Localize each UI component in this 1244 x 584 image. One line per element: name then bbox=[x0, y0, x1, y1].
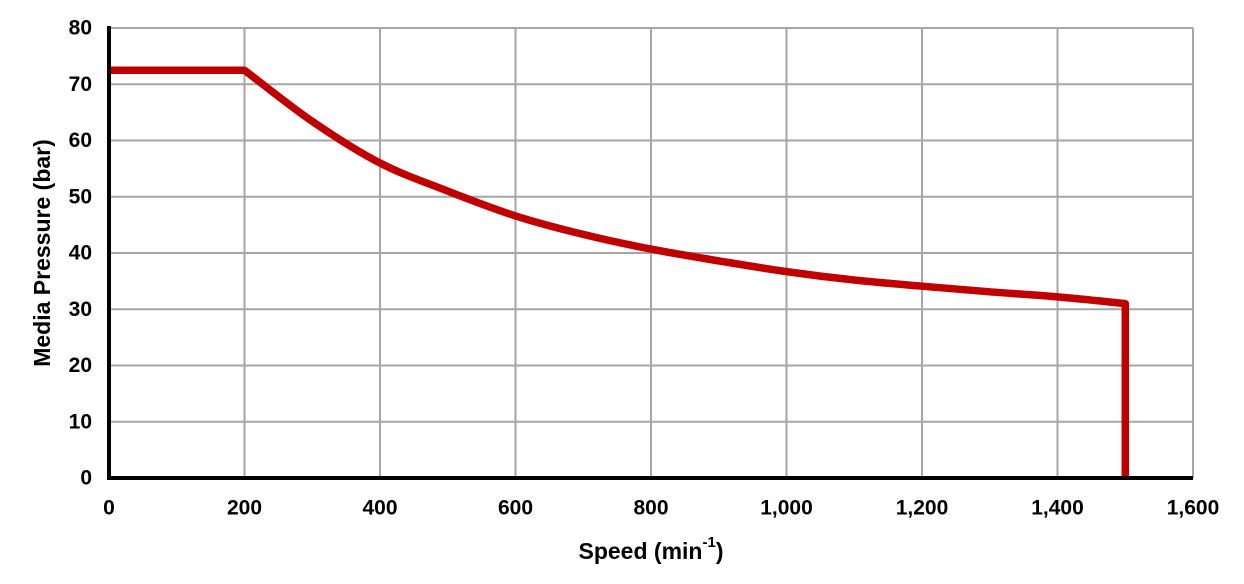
x-tick-label: 1,000 bbox=[760, 497, 813, 520]
y-tick-label: 80 bbox=[69, 17, 92, 40]
y-tick-label: 60 bbox=[69, 129, 92, 152]
y-tick-labels: 0 10 20 30 40 50 60 70 80 bbox=[69, 17, 92, 490]
x-axis-title: Speed (min-1) bbox=[579, 534, 724, 565]
y-tick-label: 0 bbox=[80, 467, 92, 490]
x-tick-label: 0 bbox=[103, 497, 115, 520]
y-tick-label: 30 bbox=[69, 298, 92, 321]
y-tick-label: 10 bbox=[69, 410, 92, 433]
x-tick-label: 1,600 bbox=[1167, 497, 1220, 520]
x-axis-title-suffix: ) bbox=[716, 538, 724, 564]
x-tick-label: 1,400 bbox=[1031, 497, 1084, 520]
y-tick-label: 20 bbox=[69, 354, 92, 377]
x-tick-label: 200 bbox=[227, 497, 262, 520]
x-axis-title-superscript: -1 bbox=[702, 534, 715, 551]
y-tick-label: 50 bbox=[69, 185, 92, 208]
x-tick-label: 800 bbox=[633, 497, 668, 520]
y-tick-label: 40 bbox=[69, 242, 92, 265]
x-tick-label: 600 bbox=[498, 497, 533, 520]
y-axis-title: Media Pressure (bar) bbox=[29, 139, 55, 367]
y-tick-label: 70 bbox=[69, 73, 92, 96]
media-pressure-curve bbox=[109, 66, 1130, 478]
x-axis-title-prefix: Speed (min bbox=[579, 538, 703, 564]
x-tick-labels: 0 200 400 600 800 1,000 1,200 1,400 1,600 bbox=[103, 497, 1219, 520]
vertical-gridlines bbox=[243, 28, 1194, 478]
x-tick-label: 1,200 bbox=[896, 497, 949, 520]
x-tick-label: 400 bbox=[362, 497, 397, 520]
